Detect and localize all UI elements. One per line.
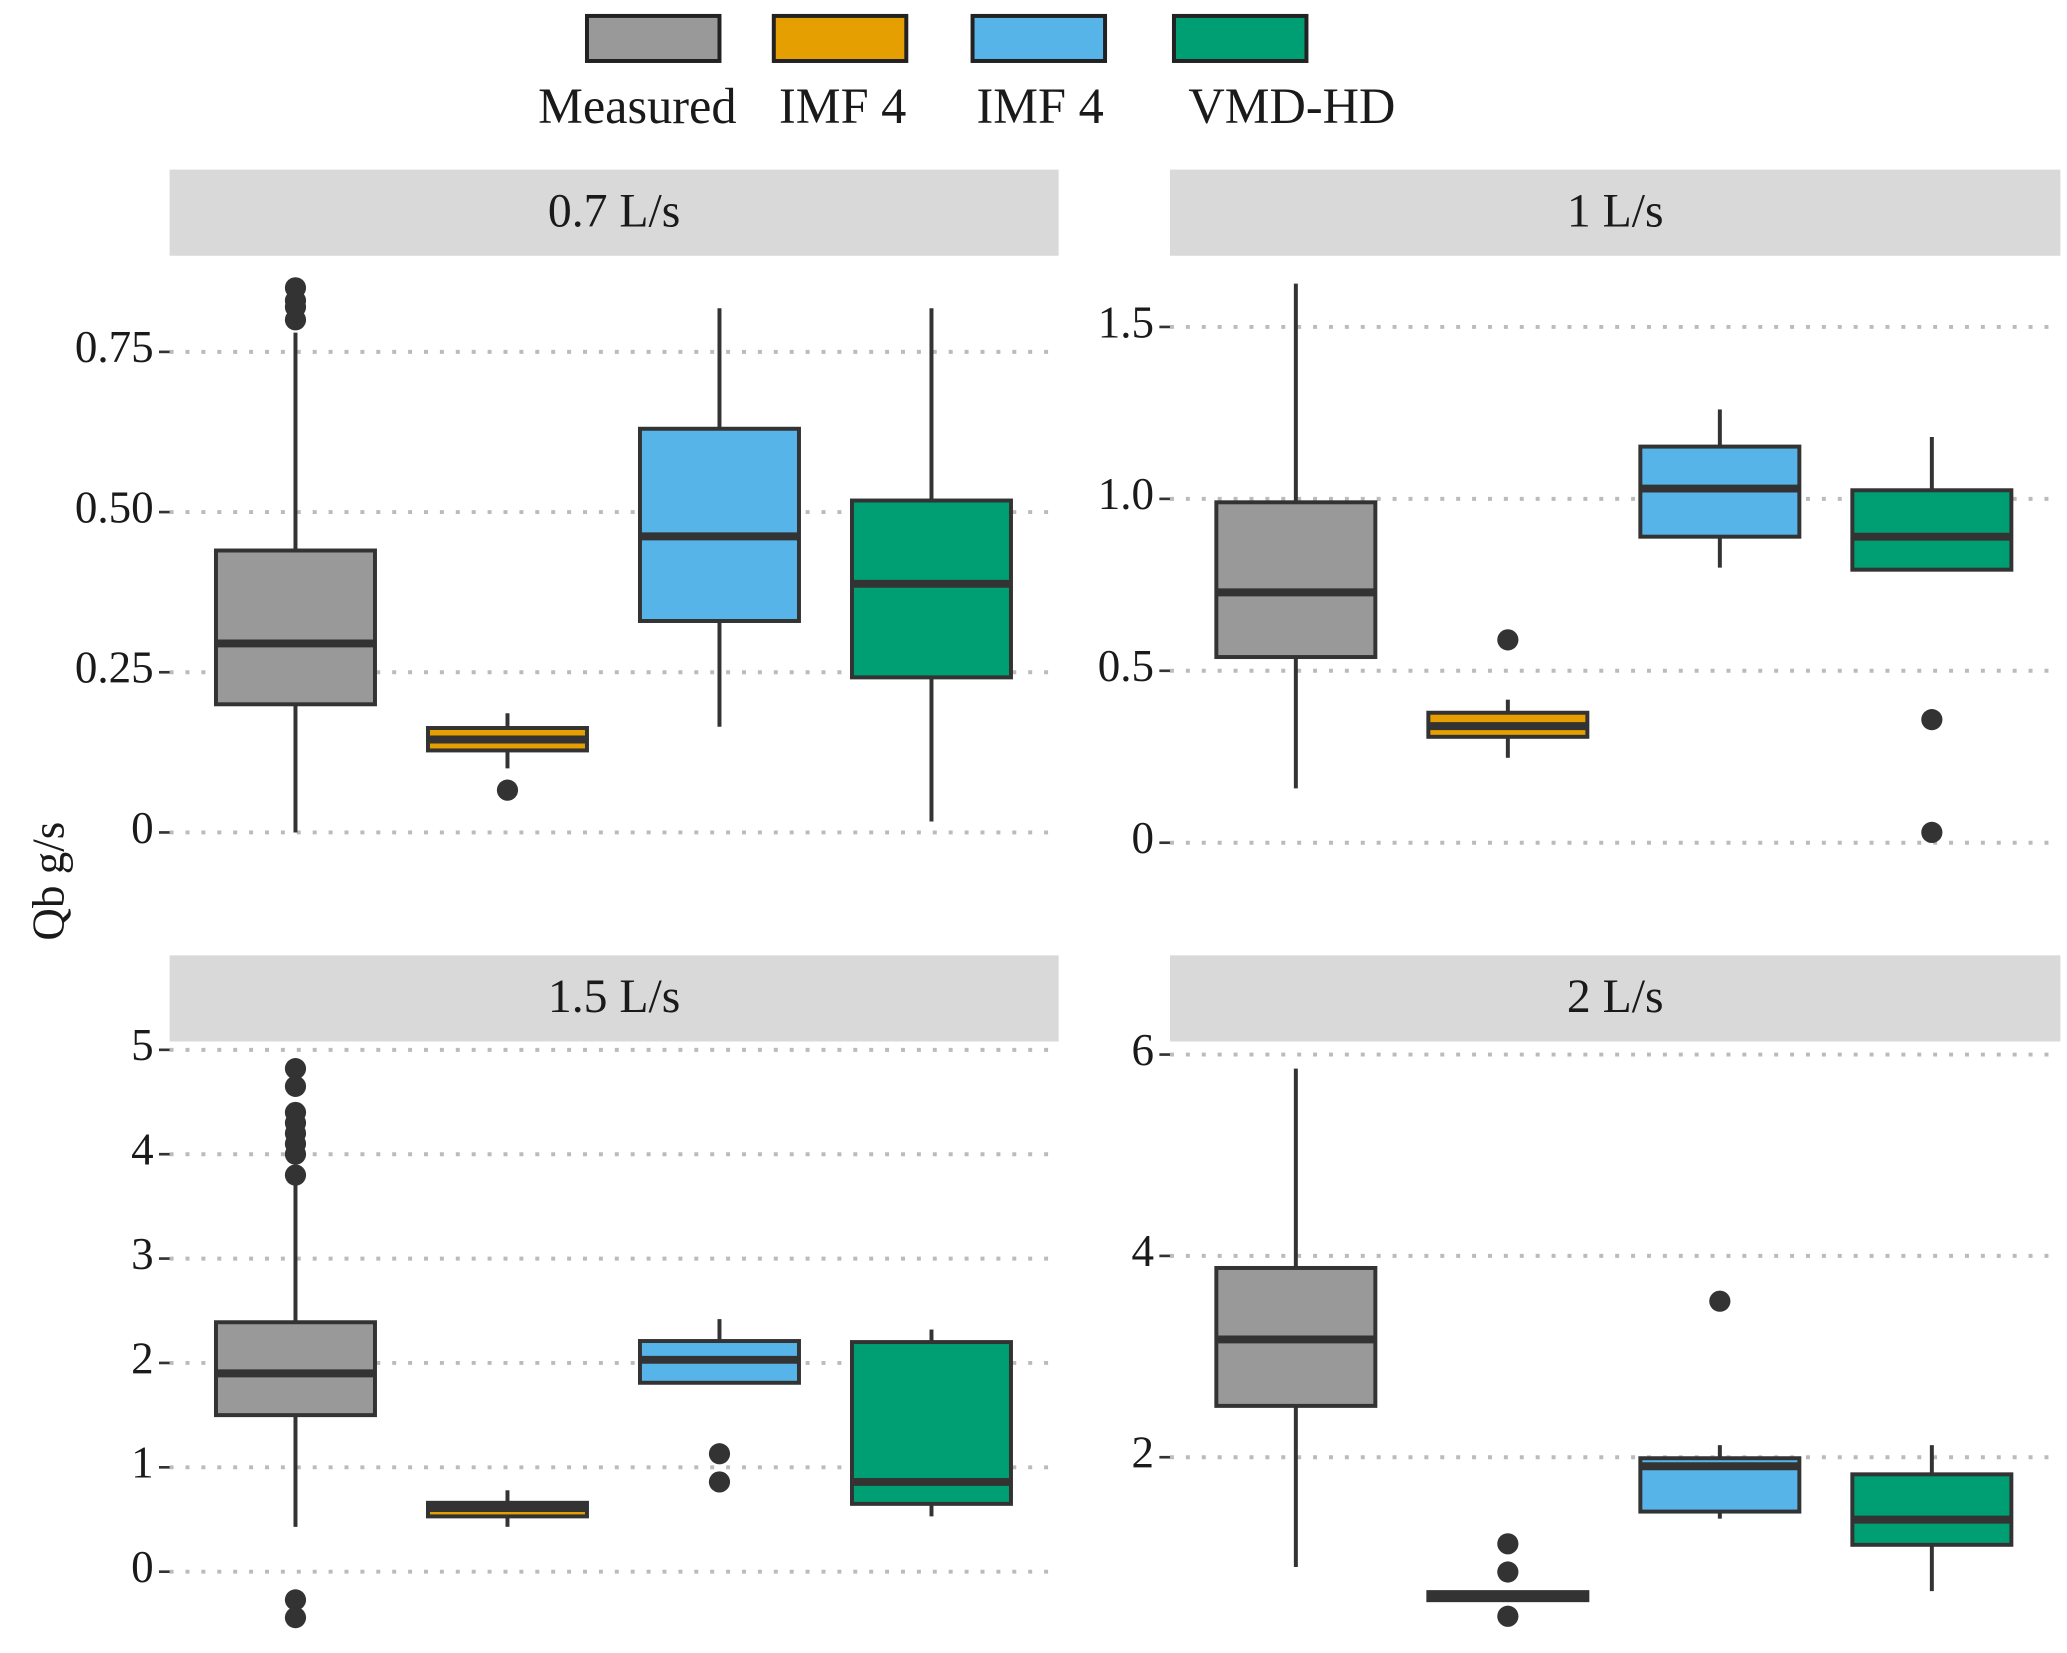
outlier <box>1921 709 1943 731</box>
outlier <box>1497 1605 1519 1627</box>
panel-title: 0.7 L/s <box>548 184 680 237</box>
legend-label: Measured <box>538 78 736 134</box>
outlier <box>284 1101 307 1124</box>
outlier <box>496 779 519 801</box>
box <box>1850 488 2014 572</box>
y-tick-label: 4 <box>1132 1226 1155 1276</box>
panel-title: 1 L/s <box>1567 184 1664 237</box>
box <box>213 1320 377 1418</box>
box <box>1850 1472 2014 1547</box>
y-tick-label: 2 <box>131 1333 154 1383</box>
legend-label: IMF 4 <box>779 78 906 134</box>
outlier <box>284 1058 307 1080</box>
outlier <box>1497 1533 1519 1555</box>
y-tick-label: 6 <box>1132 1025 1155 1075</box>
legend-swatch <box>1171 13 1309 63</box>
legend-swatch <box>771 13 909 63</box>
y-tick-label: 1.5 <box>1098 297 1154 347</box>
outlier <box>284 1164 307 1186</box>
box <box>1214 500 1378 660</box>
y-tick-label: 1.0 <box>1098 469 1154 519</box>
box <box>849 498 1013 680</box>
strip <box>1169 955 2061 1042</box>
y-tick-label: 3 <box>131 1229 154 1279</box>
y-tick-label: 4 <box>131 1125 154 1175</box>
y-axis-label: Qb g/s <box>23 822 73 941</box>
outlier <box>1709 1290 1731 1312</box>
outlier <box>284 1075 307 1097</box>
legend-swatch <box>584 13 722 63</box>
legend-swatch <box>970 13 1108 63</box>
y-tick-label: 0.50 <box>75 482 154 532</box>
y-tick-label: 0 <box>131 1542 154 1592</box>
y-tick-label: 1 <box>131 1438 154 1488</box>
y-tick-label: 0 <box>1132 813 1155 863</box>
outlier <box>708 1443 731 1465</box>
legend-label: VMD-HD <box>1188 78 1395 134</box>
strip <box>169 955 1059 1042</box>
y-tick-label: 0.5 <box>1098 641 1154 691</box>
box <box>849 1340 1013 1506</box>
outlier <box>1497 1561 1519 1583</box>
outlier <box>1497 629 1519 651</box>
strip <box>169 169 1059 256</box>
y-tick-label: 0.25 <box>75 643 154 693</box>
box <box>637 426 801 623</box>
y-tick-label: 0.75 <box>75 322 154 372</box>
outlier <box>1921 821 1943 843</box>
strip <box>1169 169 2061 256</box>
legend-label: IMF 4 <box>976 78 1103 134</box>
box <box>213 548 377 707</box>
y-tick-label: 0 <box>131 803 154 853</box>
outlier <box>284 1607 307 1629</box>
y-tick-label: 5 <box>131 1020 154 1070</box>
outlier <box>284 277 307 299</box>
panel-title: 1.5 L/s <box>548 970 680 1023</box>
outlier <box>284 1589 307 1611</box>
outlier <box>708 1471 731 1493</box>
y-tick-label: 2 <box>1132 1428 1155 1478</box>
panel-title: 2 L/s <box>1567 970 1664 1023</box>
